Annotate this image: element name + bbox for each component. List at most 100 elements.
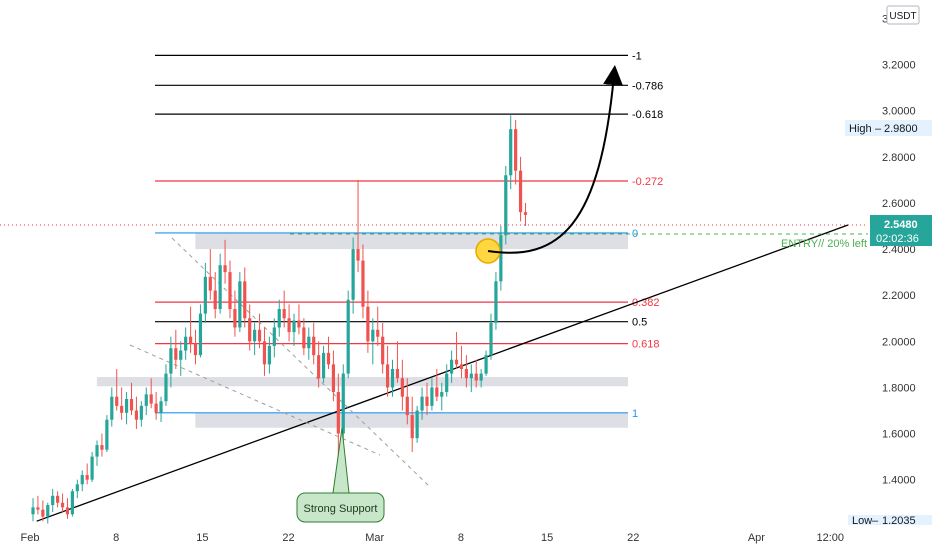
fib-label-3: -0.618 <box>632 109 663 121</box>
candle-body <box>509 129 513 176</box>
candle-body <box>41 509 45 517</box>
time-axis-background <box>0 525 932 550</box>
candle-body <box>469 373 473 379</box>
currency-badge-text: USDT <box>889 11 916 22</box>
candle-body <box>31 507 35 515</box>
candle-body <box>253 329 257 342</box>
candle-body <box>445 373 449 393</box>
currency-badge[interactable]: USDT <box>886 5 920 25</box>
y-tick-label-8: 1.8000 <box>882 382 916 394</box>
time-axis[interactable]: Feb 8 15 22 Mar 8 15 22 Apr 12:00 <box>21 532 845 544</box>
candle-body <box>312 336 316 356</box>
callout-text: Strong Support <box>304 503 378 515</box>
y-tick-label-1: 3.2000 <box>882 60 916 72</box>
candle-body <box>243 281 247 319</box>
candle-body <box>248 318 252 342</box>
candle-body <box>144 394 148 406</box>
candle-body <box>341 373 345 434</box>
candle-body <box>272 327 276 346</box>
candle-body <box>287 318 291 333</box>
candle-body <box>381 336 385 365</box>
candle-body <box>90 456 94 480</box>
x-tick-label-5: 8 <box>458 532 464 544</box>
y-tick-label-6: 2.2000 <box>882 290 916 302</box>
candle-body <box>435 387 439 397</box>
candle-body <box>385 364 390 388</box>
candle-body <box>213 290 217 310</box>
candle-body <box>60 502 65 508</box>
candle-body <box>124 398 129 413</box>
support-zone-0 <box>195 232 629 250</box>
candle-body <box>489 322 493 356</box>
candle-body <box>105 419 109 450</box>
candle-body <box>410 415 414 439</box>
price-axis[interactable]: 3.40003.20003.00002.80002.60002.40002.20… <box>882 13 916 486</box>
candle-body <box>297 320 301 328</box>
candle-body <box>164 373 168 402</box>
candle-body <box>395 368 400 379</box>
candle-body <box>257 329 262 342</box>
candle-body <box>346 299 350 374</box>
y-tick-label-9: 1.6000 <box>882 429 916 441</box>
candle-body <box>474 373 478 381</box>
candle-body <box>115 396 119 406</box>
candle-body <box>479 373 483 381</box>
candle-body <box>351 249 355 300</box>
candle-body <box>484 355 488 374</box>
callout-pointer <box>332 427 350 494</box>
low-marker-value: 1.2035 <box>882 515 916 527</box>
candle-body <box>415 410 419 439</box>
candle-body <box>459 364 464 369</box>
low-marker: Low – 1.2035 <box>848 515 932 527</box>
ascending-trendline[interactable] <box>36 224 849 522</box>
x-tick-label-6: 15 <box>541 532 553 544</box>
candle-body <box>400 378 404 397</box>
candle-body <box>154 403 158 413</box>
callout-box <box>296 492 385 523</box>
candle-body <box>120 405 124 413</box>
entry-label: ENTRY// 20% left <box>781 238 867 250</box>
candle-body <box>100 445 104 450</box>
candle-body <box>267 345 271 365</box>
fib-label-8: 0.618 <box>632 339 660 351</box>
candle-body <box>174 348 178 360</box>
x-tick-label-0: Feb <box>21 532 40 544</box>
last-price-tag: 2.5480 02:02:36 <box>870 215 932 246</box>
candle-body <box>149 394 153 404</box>
strong-support-annotation[interactable]: Strong Support <box>296 427 385 523</box>
high-marker-label: High <box>849 123 872 135</box>
y-tick-label-10: 1.4000 <box>882 475 916 487</box>
candle-body <box>188 336 193 344</box>
candle-body <box>321 352 326 379</box>
fib-retracement[interactable]: -1.272-1-0.786-0.618-0.27200.3820.50.618… <box>155 0 663 420</box>
candle-body <box>56 495 60 503</box>
candle-body <box>238 281 242 328</box>
candle-body <box>376 329 380 337</box>
projection-curve[interactable] <box>487 65 624 254</box>
support-zone-1 <box>96 377 629 387</box>
y-tick-label-5: 2.4000 <box>882 244 916 256</box>
candle-body <box>218 265 222 310</box>
candle-body <box>179 350 183 360</box>
drawn-lines[interactable] <box>36 224 849 522</box>
fib-label-1: -1 <box>632 50 642 62</box>
candle-body <box>464 368 468 379</box>
candle-body <box>450 359 454 374</box>
y-tick-label-7: 2.0000 <box>882 336 916 348</box>
candle-body <box>85 475 89 480</box>
candle-body <box>198 313 203 356</box>
fib-label-6: 0.382 <box>632 297 660 309</box>
candle-body <box>262 341 267 365</box>
candle-body <box>425 396 429 406</box>
svg-text:–: – <box>875 123 882 135</box>
candles <box>31 115 528 524</box>
candle-body <box>277 309 281 328</box>
candle-body <box>405 396 409 416</box>
last-price-value: 2.5480 <box>884 219 918 231</box>
x-tick-label-9: 12:00 <box>817 532 845 544</box>
candle-body <box>356 249 360 261</box>
candle-body <box>430 387 434 406</box>
descending-channel-upper[interactable] <box>171 237 429 486</box>
y-tick-label-3: 2.8000 <box>882 152 916 164</box>
